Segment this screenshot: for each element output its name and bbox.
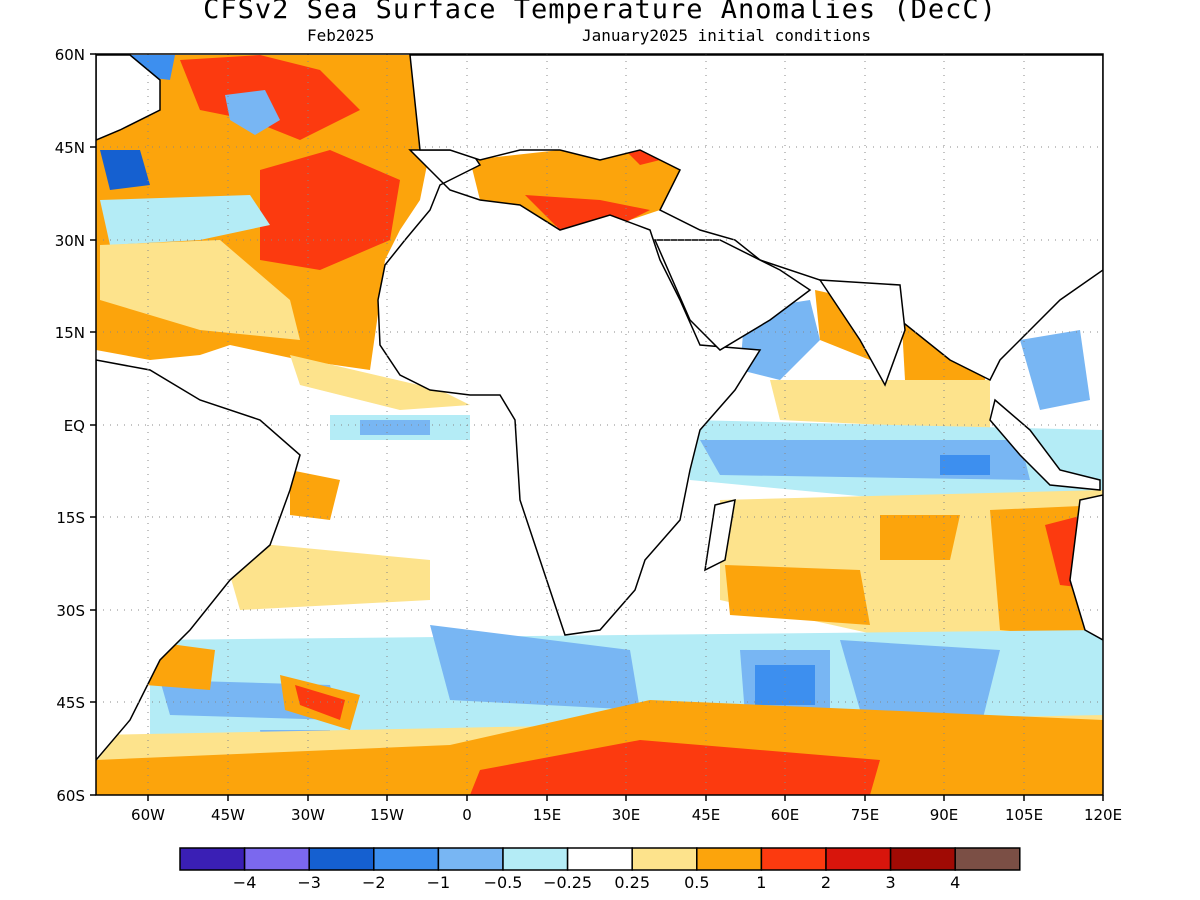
south-indian-warm xyxy=(725,565,870,625)
y-tick-label: 45N xyxy=(55,139,85,157)
colorbar-swatch xyxy=(437,847,504,871)
x-tick-label: 75E xyxy=(851,806,880,824)
forecast-month: Feb2025 xyxy=(307,26,375,45)
australia-land xyxy=(1069,494,1103,641)
maritime-continent-cool xyxy=(1020,330,1090,410)
colorbar-label: −2 xyxy=(362,873,386,892)
colorbar-label: 0.5 xyxy=(684,873,709,892)
colorbar-label: −4 xyxy=(233,873,257,892)
colorbar-swatch xyxy=(243,847,310,871)
y-tick-label: 60N xyxy=(55,46,85,64)
north-atlantic-strong-warm xyxy=(180,55,360,140)
south-america-land xyxy=(96,359,301,762)
x-tick-label: 15W xyxy=(370,806,404,824)
x-tick-label: 30E xyxy=(612,806,641,824)
y-tick-label: 45S xyxy=(56,694,85,712)
colorbar: −4 −3 −2 −1 −0.5 −0.25 0.25 0.5 1 2 3 4 xyxy=(179,847,1021,892)
x-tick-label: 105E xyxy=(1005,806,1043,824)
x-tick-label: 90E xyxy=(930,806,959,824)
y-axis-labels: 60N 45N 30N 15N EQ 15S 30S 45S 60S xyxy=(55,46,85,805)
equatorial-atlantic-cool-core xyxy=(360,420,430,435)
indian-ocean-cool-center xyxy=(940,455,990,475)
y-tick-label: 30N xyxy=(55,232,85,250)
southern-ocean-cool-1 xyxy=(430,625,640,710)
colorbar-label: 1 xyxy=(756,873,766,892)
colorbar-label: 4 xyxy=(950,873,960,892)
colorbar-swatch xyxy=(760,847,827,871)
colorbar-label: 2 xyxy=(821,873,831,892)
colorbar-swatch xyxy=(696,847,763,871)
x-tick-label: 45W xyxy=(211,806,245,824)
colorbar-swatch xyxy=(825,847,892,871)
map-title: CFSv2 Sea Surface Temperature Anomalies … xyxy=(203,0,997,25)
southern-ocean-cool-2-core xyxy=(755,665,815,705)
nw-atlantic-cool xyxy=(100,150,150,190)
north-atlantic-strong-warm-2 xyxy=(260,150,400,270)
landmasses xyxy=(96,54,1103,762)
colorbar-swatch xyxy=(502,847,569,871)
arabian-peninsula-land xyxy=(653,239,812,351)
southern-ocean-cool-3 xyxy=(840,640,1000,730)
north-indian-light-warm xyxy=(770,380,990,430)
colorbar-swatch xyxy=(889,847,956,871)
x-axis-labels: 60W 45W 30W 15W 0 15E 30E 45E 60E 75E 90… xyxy=(131,806,1122,824)
brazil-warm xyxy=(290,470,340,520)
southern-ocean-strong-warm xyxy=(470,740,880,795)
y-tick-label: 15S xyxy=(56,509,85,527)
colorbar-swatch xyxy=(179,847,246,871)
sumatra-java-land xyxy=(989,398,1101,491)
x-tick-label: 45E xyxy=(692,806,721,824)
north-atlantic-cool-patch xyxy=(225,90,280,135)
colorbar-label: −0.25 xyxy=(543,873,592,892)
colorbar-swatch xyxy=(373,847,440,871)
north-atlantic-light-warm xyxy=(100,240,300,340)
colorbar-swatch xyxy=(308,847,375,871)
x-tick-label: 60E xyxy=(771,806,800,824)
colorbar-swatch xyxy=(954,847,1021,871)
x-tick-label: 15E xyxy=(533,806,562,824)
madagascar-land xyxy=(704,498,736,572)
y-tick-label: 60S xyxy=(56,787,85,805)
gulf-of-guinea-warm xyxy=(290,355,470,410)
colorbar-label: −3 xyxy=(297,873,321,892)
south-atlantic-light-warm xyxy=(220,540,430,610)
colorbar-label: 0.25 xyxy=(614,873,650,892)
x-tick-label: 30W xyxy=(291,806,325,824)
y-tick-label: 15N xyxy=(55,324,85,342)
colorbar-label: 3 xyxy=(886,873,896,892)
axis-ticks xyxy=(90,53,1104,801)
x-tick-label: 0 xyxy=(462,806,472,824)
colorbar-swatch xyxy=(566,847,633,871)
colorbar-label: −0.5 xyxy=(484,873,523,892)
north-america-land xyxy=(96,54,161,141)
africa-land xyxy=(377,149,762,636)
subtropical-cool-band xyxy=(100,195,270,245)
initial-conditions-label: January2025 initial conditions xyxy=(582,26,871,45)
x-tick-label: 60W xyxy=(131,806,165,824)
central-south-indian-warm xyxy=(880,515,960,560)
colorbar-swatch xyxy=(631,847,698,871)
x-tick-label: 120E xyxy=(1084,806,1122,824)
colorbar-label: −1 xyxy=(427,873,451,892)
y-tick-label: 30S xyxy=(56,602,85,620)
y-tick-label: EQ xyxy=(64,417,85,435)
indian-subcontinent-land xyxy=(818,279,906,387)
